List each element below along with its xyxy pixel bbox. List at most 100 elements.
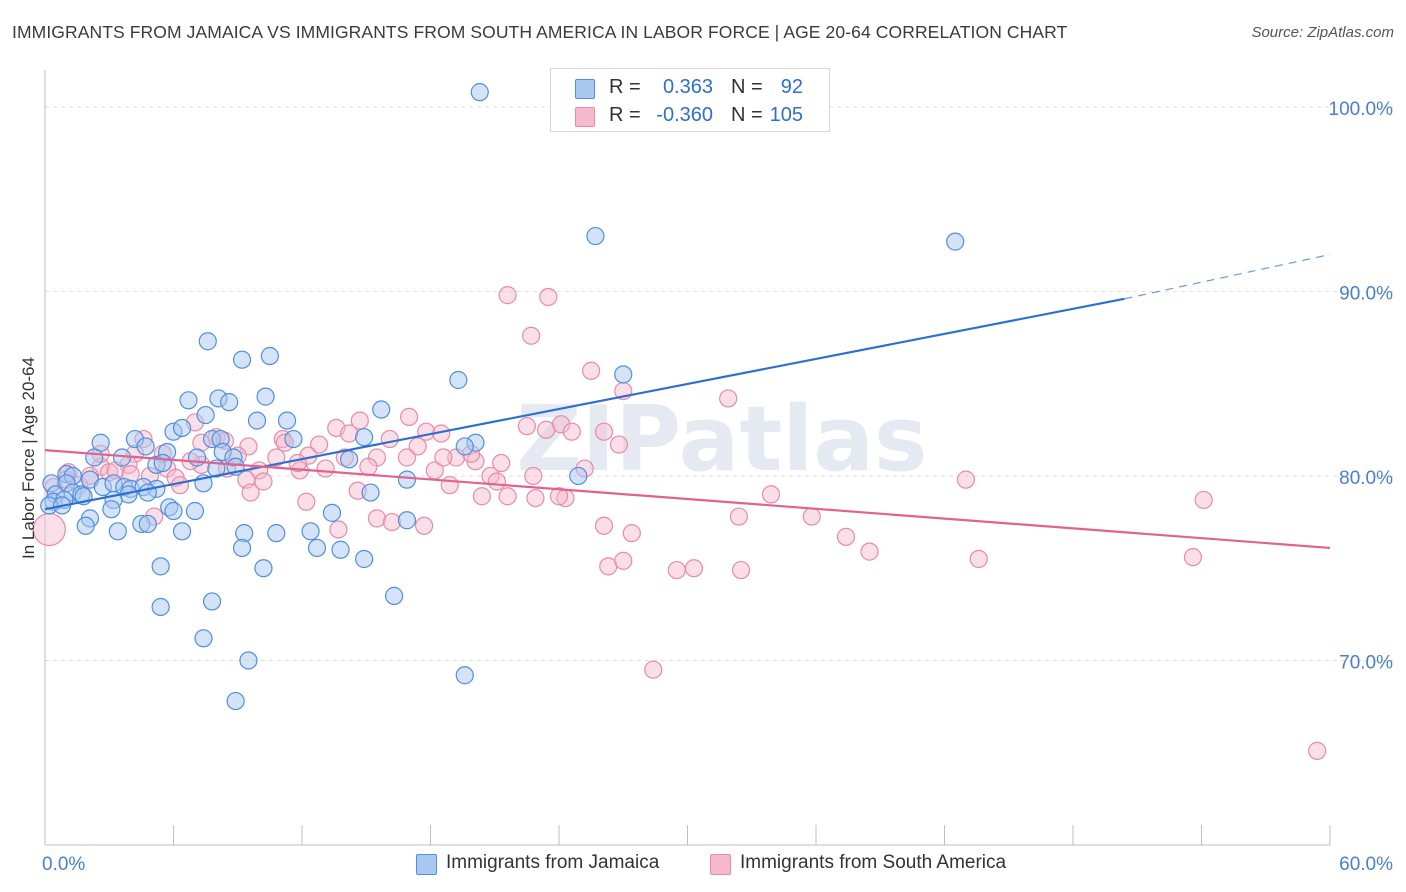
data-point-south-america bbox=[517, 417, 536, 436]
data-point-south-america bbox=[498, 286, 517, 305]
data-point-south-america bbox=[644, 660, 663, 679]
data-point-south-america bbox=[609, 435, 629, 454]
data-point-south-america bbox=[170, 476, 190, 495]
y-tick-label: 100.0% bbox=[1329, 99, 1394, 120]
n-label: N = bbox=[731, 104, 763, 126]
y-tick-label: 90.0% bbox=[1339, 283, 1393, 304]
data-point-south-america bbox=[408, 437, 427, 456]
grid-lines bbox=[45, 106, 1395, 661]
r-label: R = bbox=[609, 76, 641, 98]
data-point-jamaica bbox=[164, 501, 183, 521]
data-point-south-america bbox=[1308, 741, 1327, 760]
data-point-jamaica bbox=[256, 387, 275, 406]
data-point-jamaica bbox=[254, 559, 273, 578]
data-point-jamaica bbox=[185, 501, 205, 521]
data-point-south-america bbox=[522, 326, 541, 345]
data-point-jamaica bbox=[239, 651, 258, 670]
data-point-south-america bbox=[397, 448, 417, 467]
data-point-south-america bbox=[434, 448, 453, 467]
data-point-south-america bbox=[731, 560, 751, 580]
data-point-jamaica bbox=[76, 516, 95, 535]
data-point-jamaica bbox=[220, 393, 239, 412]
data-point-jamaica bbox=[198, 332, 217, 351]
legend-row-south-america: R = -0.360 N = 105 bbox=[551, 100, 829, 130]
series-jamaica bbox=[40, 83, 965, 711]
tick-labels: 100.0% 90.0% 80.0% 70.0% 0.0% 60.0% bbox=[42, 99, 1393, 875]
data-point-south-america bbox=[267, 448, 286, 467]
data-point-south-america bbox=[329, 520, 348, 539]
data-point-south-america bbox=[537, 420, 556, 439]
data-point-jamaica bbox=[355, 549, 374, 569]
data-point-jamaica bbox=[455, 666, 474, 685]
r-value: -0.360 bbox=[656, 104, 713, 126]
data-point-jamaica bbox=[307, 538, 327, 558]
legend-label-jamaica: Immigrants from Jamaica bbox=[446, 852, 660, 873]
data-point-jamaica bbox=[355, 428, 374, 447]
data-point-jamaica bbox=[340, 450, 359, 469]
data-point-jamaica bbox=[470, 83, 489, 102]
data-point-jamaica bbox=[232, 350, 252, 369]
data-point-jamaica bbox=[102, 500, 121, 519]
chart-title: IMMIGRANTS FROM JAMAICA VS IMMIGRANTS FR… bbox=[12, 22, 1068, 42]
y-tick-label: 70.0% bbox=[1339, 652, 1393, 673]
data-point-south-america bbox=[487, 472, 506, 491]
data-point-jamaica bbox=[277, 411, 297, 430]
data-point-jamaica bbox=[151, 597, 170, 617]
data-point-south-america bbox=[316, 459, 335, 478]
legend-label-south-america: Immigrants from South America bbox=[740, 852, 1007, 873]
legend-swatch-south-america bbox=[575, 107, 595, 127]
data-point-south-america bbox=[380, 429, 399, 449]
data-point-jamaica bbox=[397, 511, 417, 530]
data-point-jamaica bbox=[247, 411, 267, 430]
data-point-south-america bbox=[241, 483, 260, 502]
trend-line-jamaica bbox=[44, 297, 1125, 511]
data-point-jamaica bbox=[372, 400, 391, 419]
data-point-south-america bbox=[359, 457, 378, 476]
data-point-jamaica bbox=[301, 522, 320, 541]
data-point-south-america bbox=[622, 524, 641, 543]
data-point-jamaica bbox=[455, 437, 474, 456]
data-point-south-america bbox=[526, 488, 545, 508]
y-tick-label: 80.0% bbox=[1339, 468, 1393, 489]
data-point-south-america bbox=[969, 549, 988, 569]
data-point-south-america bbox=[614, 551, 633, 570]
r-label: R = bbox=[609, 104, 641, 126]
data-point-south-america bbox=[729, 507, 749, 526]
data-point-jamaica bbox=[232, 538, 252, 558]
data-point-jamaica bbox=[614, 365, 633, 384]
data-point-jamaica bbox=[397, 470, 417, 489]
data-point-south-america bbox=[524, 466, 543, 486]
data-point-jamaica bbox=[85, 448, 104, 467]
data-point-jamaica bbox=[569, 466, 588, 486]
data-point-jamaica bbox=[108, 522, 127, 541]
data-point-south-america bbox=[549, 487, 569, 506]
data-point-jamaica bbox=[586, 226, 605, 246]
data-point-jamaica bbox=[138, 514, 157, 534]
data-point-south-america bbox=[836, 527, 856, 546]
data-point-south-america bbox=[350, 411, 369, 430]
data-point-jamaica bbox=[384, 586, 404, 605]
data-point-south-america bbox=[684, 559, 704, 578]
trend-line-jamaica-extension bbox=[1124, 253, 1331, 300]
data-point-south-america bbox=[582, 361, 601, 380]
data-point-jamaica bbox=[260, 346, 279, 366]
data-point-jamaica bbox=[946, 232, 965, 251]
x-tick-label: 60.0% bbox=[1339, 854, 1393, 875]
data-point-south-america bbox=[594, 422, 614, 441]
series-south-america bbox=[32, 286, 1327, 760]
data-point-jamaica bbox=[322, 503, 342, 522]
legend-swatch-jamaica bbox=[416, 854, 437, 875]
data-point-south-america bbox=[562, 422, 581, 441]
data-point-south-america bbox=[956, 470, 976, 489]
data-point-jamaica bbox=[138, 483, 157, 502]
data-point-south-america bbox=[492, 453, 511, 473]
n-label: N = bbox=[731, 76, 763, 98]
data-point-south-america bbox=[539, 287, 558, 307]
data-point-jamaica bbox=[153, 453, 172, 473]
data-point-jamaica bbox=[202, 592, 222, 611]
data-point-jamaica bbox=[187, 448, 207, 467]
data-point-south-america bbox=[340, 424, 359, 443]
trend-line-south-america bbox=[44, 449, 1331, 550]
trend-lines bbox=[44, 253, 1331, 550]
